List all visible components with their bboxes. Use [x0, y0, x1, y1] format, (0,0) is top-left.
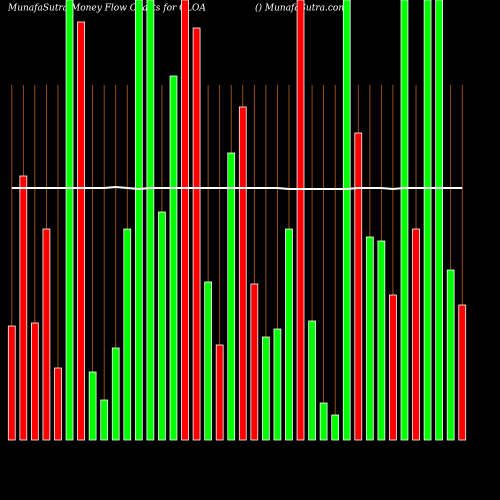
bar: [204, 281, 212, 441]
bar: [227, 152, 236, 441]
flow-line: [11, 185, 463, 191]
bar: [250, 283, 259, 441]
bar: [238, 106, 247, 441]
bar: [42, 228, 51, 441]
bar: [308, 320, 316, 441]
bar: [77, 21, 85, 441]
bar: [54, 367, 62, 441]
bar: [400, 0, 409, 441]
bar: [423, 0, 432, 441]
bar: [215, 344, 224, 441]
bar: [123, 228, 132, 441]
bar: [458, 304, 467, 441]
bar: [31, 322, 39, 441]
bar: [192, 27, 201, 441]
bar: [19, 175, 28, 441]
bar: [412, 228, 420, 441]
bar: [377, 240, 386, 441]
bar: [146, 0, 155, 441]
bar: [100, 399, 109, 441]
bar: [7, 325, 16, 441]
bar: [262, 336, 270, 441]
bar: [111, 347, 120, 441]
bar: [88, 371, 97, 441]
bar: [296, 0, 305, 441]
bar: [365, 236, 374, 441]
bar: [354, 132, 363, 441]
bar: [435, 0, 443, 441]
bar: [181, 0, 189, 441]
bar: [134, 0, 143, 441]
bar: [158, 211, 166, 441]
chart-title: MunafaSutra Money Flow Charts for CLOA: [7, 4, 206, 14]
bar: [389, 294, 397, 441]
bar: [65, 0, 74, 441]
bar: [331, 414, 340, 441]
bar: [446, 269, 455, 441]
bar: [273, 328, 282, 441]
bar: [285, 228, 293, 441]
bar: [342, 0, 351, 441]
bar: [169, 75, 178, 441]
bar: [319, 402, 328, 441]
